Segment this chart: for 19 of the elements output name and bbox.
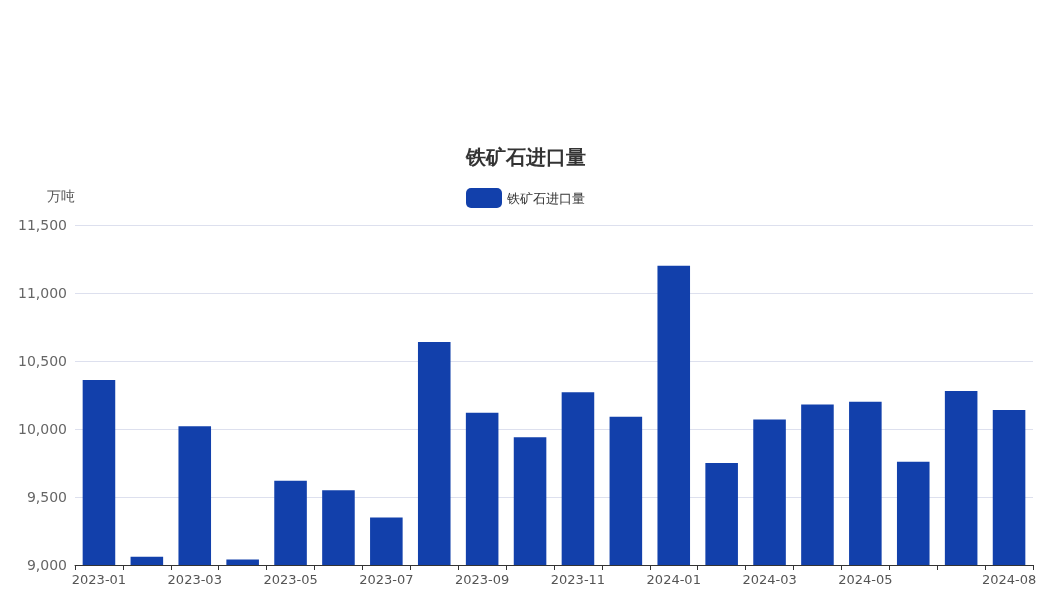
x-tick-label: 2024-01: [646, 572, 701, 587]
y-tick-label: 9,000: [26, 557, 67, 573]
y-tick-label: 11,000: [18, 285, 67, 301]
x-tick-label: 2024-08: [981, 572, 1037, 587]
x-tick-label: 2023-07: [359, 572, 414, 587]
legend-label: 铁矿石进口量: [506, 190, 585, 206]
x-tick-label: 2023-01: [71, 572, 127, 587]
y-axis-title: 万吨: [47, 188, 75, 204]
x-tick-label: 2023-09: [454, 572, 510, 587]
chart-title: 铁矿石进口量: [464, 145, 586, 169]
y-tick-label: 10,000: [18, 421, 67, 437]
x-tick-label: 2023-03: [167, 572, 222, 587]
x-tick-label: 2024-03: [742, 572, 797, 587]
y-tick-label: 10,500: [18, 353, 67, 369]
x-tick-label: 2023-11: [550, 572, 606, 587]
y-tick-label: 11,500: [18, 217, 67, 233]
y-tick-label: 9,500: [26, 489, 67, 505]
x-tick-label: 2023-05: [263, 572, 318, 587]
x-tick-label: 2024-05: [838, 572, 893, 587]
